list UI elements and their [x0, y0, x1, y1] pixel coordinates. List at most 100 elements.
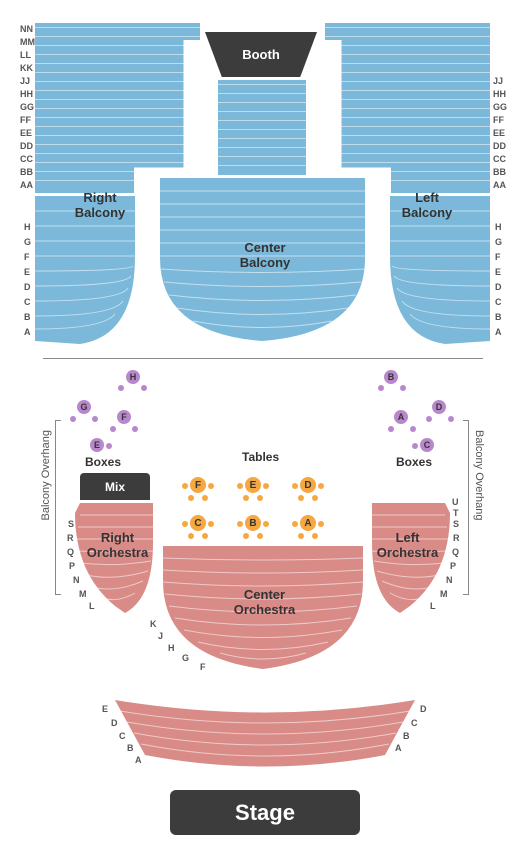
table-seat[interactable] — [208, 521, 214, 527]
row-label: AA — [20, 180, 33, 190]
table-seat[interactable] — [312, 495, 318, 501]
row-label: KK — [20, 63, 33, 73]
box-seat[interactable] — [132, 426, 138, 432]
table-seat[interactable] — [312, 533, 318, 539]
table-seat[interactable] — [182, 483, 188, 489]
row-label: M — [79, 589, 87, 599]
left-balcony-upper[interactable] — [325, 23, 490, 193]
row-label: JJ — [20, 76, 30, 86]
right-balcony-upper[interactable] — [35, 23, 200, 193]
box-seat[interactable] — [400, 385, 406, 391]
table-d[interactable]: D — [300, 477, 316, 493]
row-label: H — [495, 222, 502, 232]
table-seat[interactable] — [202, 533, 208, 539]
box-b[interactable]: B — [384, 370, 398, 384]
box-a[interactable]: A — [394, 410, 408, 424]
row-label: A — [395, 743, 402, 753]
table-seat[interactable] — [263, 483, 269, 489]
row-label: MM — [20, 37, 35, 47]
table-b[interactable]: B — [245, 515, 261, 531]
table-seat[interactable] — [182, 521, 188, 527]
booth: Booth — [205, 32, 317, 77]
row-label: CC — [493, 154, 506, 164]
box-g[interactable]: G — [77, 400, 91, 414]
box-seat[interactable] — [141, 385, 147, 391]
box-d[interactable]: D — [432, 400, 446, 414]
table-seat[interactable] — [298, 533, 304, 539]
row-label: B — [127, 743, 134, 753]
row-label: P — [450, 561, 456, 571]
box-seat[interactable] — [70, 416, 76, 422]
row-label: Q — [452, 547, 459, 557]
row-label: E — [24, 267, 30, 277]
box-seat[interactable] — [412, 443, 418, 449]
box-seat[interactable] — [410, 426, 416, 432]
table-seat[interactable] — [243, 533, 249, 539]
row-label: T — [453, 508, 459, 518]
table-c[interactable]: C — [190, 515, 206, 531]
row-label: S — [453, 519, 459, 529]
table-seat[interactable] — [263, 521, 269, 527]
table-seat[interactable] — [318, 521, 324, 527]
row-label: A — [24, 327, 31, 337]
table-seat[interactable] — [257, 495, 263, 501]
table-seat[interactable] — [188, 533, 194, 539]
table-e[interactable]: E — [245, 477, 261, 493]
row-label: C — [24, 297, 31, 307]
table-seat[interactable] — [237, 483, 243, 489]
front-orchestra[interactable] — [115, 700, 415, 770]
box-seat[interactable] — [378, 385, 384, 391]
box-seat[interactable] — [426, 416, 432, 422]
table-seat[interactable] — [202, 495, 208, 501]
table-seat[interactable] — [188, 495, 194, 501]
box-seat[interactable] — [118, 385, 124, 391]
table-seat[interactable] — [257, 533, 263, 539]
row-label: G — [24, 237, 31, 247]
row-label: DD — [20, 141, 33, 151]
boxes-label-left: Boxes — [85, 455, 121, 469]
row-label: NN — [20, 24, 33, 34]
center-balcony-upper[interactable] — [218, 80, 306, 175]
row-label: BB — [20, 167, 33, 177]
box-h[interactable]: H — [126, 370, 140, 384]
row-label: GG — [20, 102, 34, 112]
table-seat[interactable] — [292, 521, 298, 527]
row-label: L — [89, 601, 95, 611]
divider — [43, 358, 483, 359]
row-label: G — [182, 653, 189, 663]
row-label: F — [24, 252, 30, 262]
table-seat[interactable] — [298, 495, 304, 501]
box-seat[interactable] — [106, 443, 112, 449]
row-label: JJ — [493, 76, 503, 86]
center-balcony-label: Center Balcony — [225, 240, 305, 270]
row-label: R — [67, 533, 74, 543]
row-label: H — [168, 643, 175, 653]
table-seat[interactable] — [318, 483, 324, 489]
table-seat[interactable] — [292, 483, 298, 489]
row-label: C — [495, 297, 502, 307]
table-f[interactable]: F — [190, 477, 206, 493]
table-seat[interactable] — [237, 521, 243, 527]
row-label: M — [440, 589, 448, 599]
row-label: B — [24, 312, 31, 322]
row-label: S — [68, 519, 74, 529]
table-seat[interactable] — [208, 483, 214, 489]
mix-label: Mix — [105, 480, 125, 494]
table-seat[interactable] — [243, 495, 249, 501]
box-c[interactable]: C — [420, 438, 434, 452]
balcony-overhang-left: Balcony Overhang — [40, 430, 52, 521]
row-label: B — [403, 731, 410, 741]
overhang-bracket-right — [463, 420, 469, 595]
box-seat[interactable] — [92, 416, 98, 422]
row-label: E — [102, 704, 108, 714]
row-label: LL — [20, 50, 31, 60]
box-e[interactable]: E — [90, 438, 104, 452]
box-f[interactable]: F — [117, 410, 131, 424]
box-seat[interactable] — [448, 416, 454, 422]
table-a[interactable]: A — [300, 515, 316, 531]
row-label: HH — [493, 89, 506, 99]
box-seat[interactable] — [388, 426, 394, 432]
tables-label: Tables — [242, 450, 279, 464]
box-seat[interactable] — [110, 426, 116, 432]
row-label: BB — [493, 167, 506, 177]
